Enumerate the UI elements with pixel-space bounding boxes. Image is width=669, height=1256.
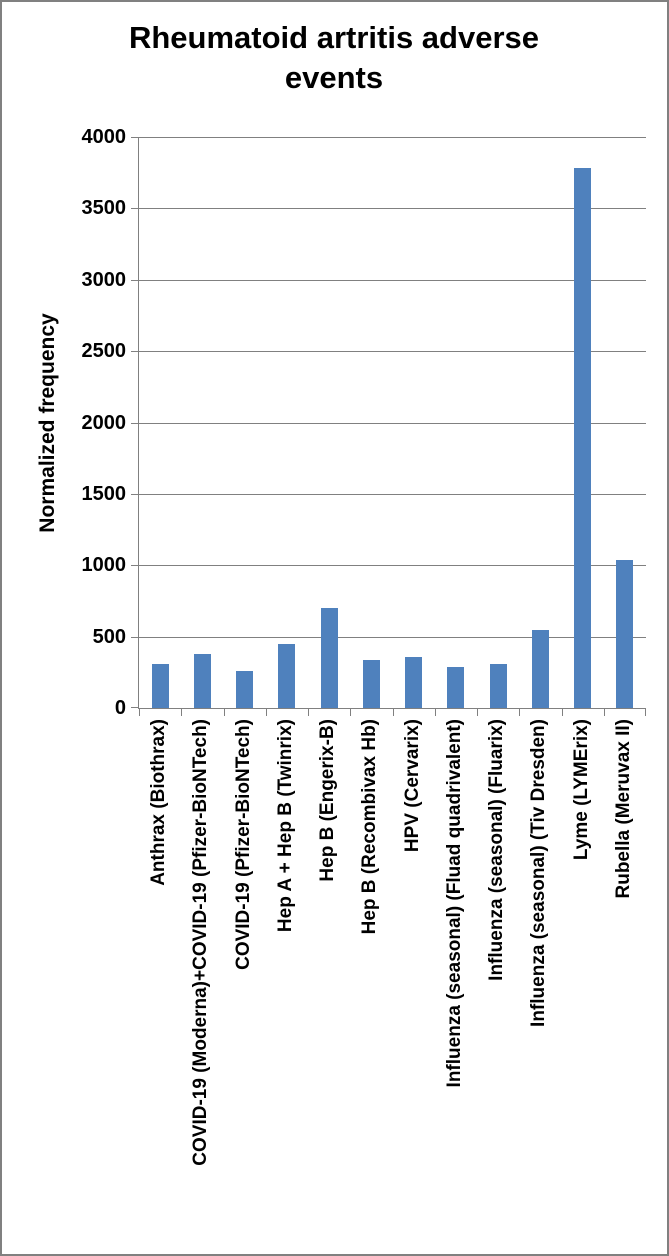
y-tick-label-2000: 2000 xyxy=(81,411,127,434)
bar-1 xyxy=(151,663,169,708)
y-axis-tick-mark xyxy=(131,208,138,210)
y-axis-tick-mark xyxy=(131,707,138,708)
y-tick-label-3000: 3000 xyxy=(81,268,127,291)
bar-9 xyxy=(489,664,507,708)
y-axis-tick-labels: 0 500 1000 1500 2000 2500 3000 3500 4000 xyxy=(2,126,127,719)
x-category-label-5: Hep B (Engerix-B) xyxy=(317,719,339,882)
y-tick-label-3500: 3500 xyxy=(81,197,127,220)
gridline-y-1000 xyxy=(139,565,646,567)
x-axis-tick-mark xyxy=(139,709,140,716)
bar-4 xyxy=(278,643,296,708)
gridline-y-2500 xyxy=(139,351,646,353)
x-category-label-7: HPV (Cervarix) xyxy=(401,719,423,853)
y-axis-tick-mark xyxy=(131,493,138,495)
x-axis-category-labels: Anthrax (Biothrax) COVID-19 (Moderna)+COV… xyxy=(138,719,645,1239)
x-axis-tick-mark xyxy=(562,709,563,716)
x-axis-tick-mark xyxy=(308,709,309,716)
x-category-label-1: Anthrax (Biothrax) xyxy=(148,719,170,886)
y-tick-label-500: 500 xyxy=(92,625,126,648)
x-category-label-4: Hep A + Hep B (Twinrix) xyxy=(274,719,296,933)
x-category-label-3: COVID-19 (Pfizer-BioNTech) xyxy=(232,719,254,970)
y-axis-tick-mark xyxy=(131,636,138,638)
x-axis-tick-mark xyxy=(645,709,646,716)
x-axis-tick-mark xyxy=(519,709,520,716)
x-axis-tick-mark xyxy=(477,709,478,716)
x-category-label-12: Rubella (Meruvax II) xyxy=(612,719,634,899)
gridline-y-1500 xyxy=(139,493,646,495)
bar-2 xyxy=(193,653,211,708)
bar-6 xyxy=(362,660,380,708)
y-axis-tick-mark xyxy=(131,279,138,281)
gridline-y-500 xyxy=(139,636,646,638)
x-category-label-9: Influenza (seasonal) (Fluarix) xyxy=(486,719,508,981)
bar-12 xyxy=(616,559,634,708)
x-axis-tick-mark xyxy=(393,709,394,716)
x-category-label-11: Lyme (LYMErix) xyxy=(570,719,592,861)
x-axis-tick-mark xyxy=(181,709,182,716)
y-tick-label-2500: 2500 xyxy=(81,340,127,363)
x-category-label-10: Influenza (seasonal) (Tiv Dresden) xyxy=(528,719,550,1027)
bar-11 xyxy=(574,168,592,708)
x-axis-tick-mark xyxy=(604,709,605,716)
y-axis-tick-mark xyxy=(131,422,138,424)
x-axis-tick-mark xyxy=(224,709,225,716)
y-tick-label-4000: 4000 xyxy=(81,126,127,148)
x-category-label-8: Influenza (seasonal) (Fluad quadrivalent… xyxy=(443,719,465,1088)
bar-7 xyxy=(405,657,423,708)
x-category-label-6: Hep B (Recombivax Hb) xyxy=(359,719,381,935)
x-axis-tick-mark xyxy=(350,709,351,716)
x-axis-tick-mark xyxy=(435,709,436,716)
bar-10 xyxy=(531,629,549,708)
y-tick-label-0: 0 xyxy=(114,697,126,719)
gridline-y-4000 xyxy=(139,137,646,138)
y-axis-tick-mark xyxy=(131,137,138,138)
chart-title: Rheumatoid artritis adverse events xyxy=(128,20,540,95)
bar-5 xyxy=(320,608,338,708)
y-axis-tick-mark xyxy=(131,565,138,567)
bar-8 xyxy=(447,667,465,708)
gridline-y-3000 xyxy=(139,279,646,281)
x-category-label-2: COVID-19 (Moderna)+COVID-19 (Pfizer-BioN… xyxy=(190,719,212,1166)
gridline-y-3500 xyxy=(139,208,646,210)
gridline-y-2000 xyxy=(139,422,646,424)
y-tick-label-1000: 1000 xyxy=(81,554,127,577)
bar-3 xyxy=(236,670,254,708)
y-tick-label-1500: 1500 xyxy=(81,482,127,505)
x-axis-tick-mark xyxy=(266,709,267,716)
y-axis-tick-mark xyxy=(131,351,138,353)
plot-area xyxy=(131,137,646,716)
